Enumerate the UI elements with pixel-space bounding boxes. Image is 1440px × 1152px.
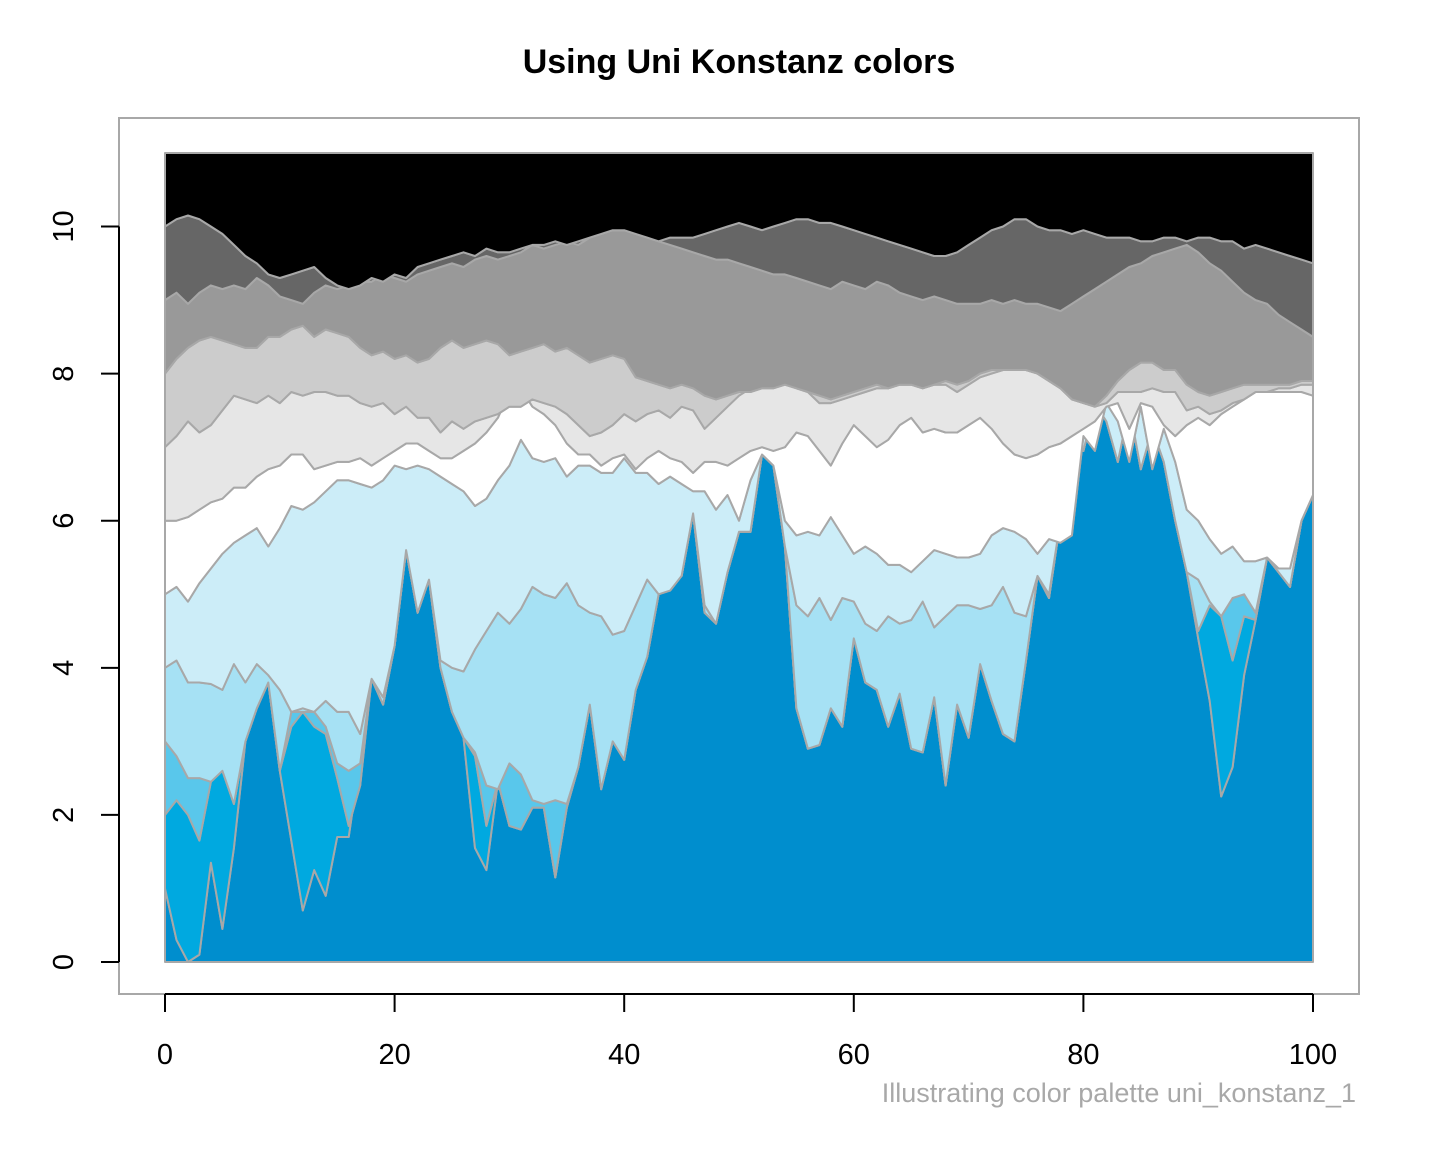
- y-tick-label: 6: [48, 513, 80, 529]
- y-axis: 0 2 4 6 8 10: [48, 210, 120, 970]
- y-tick-label: 0: [48, 954, 80, 970]
- x-tick-label: 60: [838, 1039, 870, 1071]
- y-tick-label: 10: [48, 210, 80, 242]
- y-tick-label: 8: [48, 366, 80, 382]
- area-bands: [164, 152, 1314, 963]
- x-tick-label: 40: [608, 1039, 640, 1071]
- x-tick-label: 0: [157, 1039, 173, 1071]
- x-axis: 0 20 40 60 80 100: [157, 993, 1337, 1071]
- x-tick-label: 80: [1067, 1039, 1099, 1071]
- y-tick-label: 4: [48, 660, 80, 676]
- chart-title: Using Uni Konstanz colors: [523, 43, 956, 81]
- area-band-11: [164, 152, 1314, 291]
- x-tick-label: 20: [378, 1039, 410, 1071]
- chart-caption: Illustrating color palette uni_konstanz_…: [882, 1078, 1356, 1108]
- x-tick-label: 100: [1289, 1039, 1337, 1071]
- y-tick-label: 2: [48, 807, 80, 823]
